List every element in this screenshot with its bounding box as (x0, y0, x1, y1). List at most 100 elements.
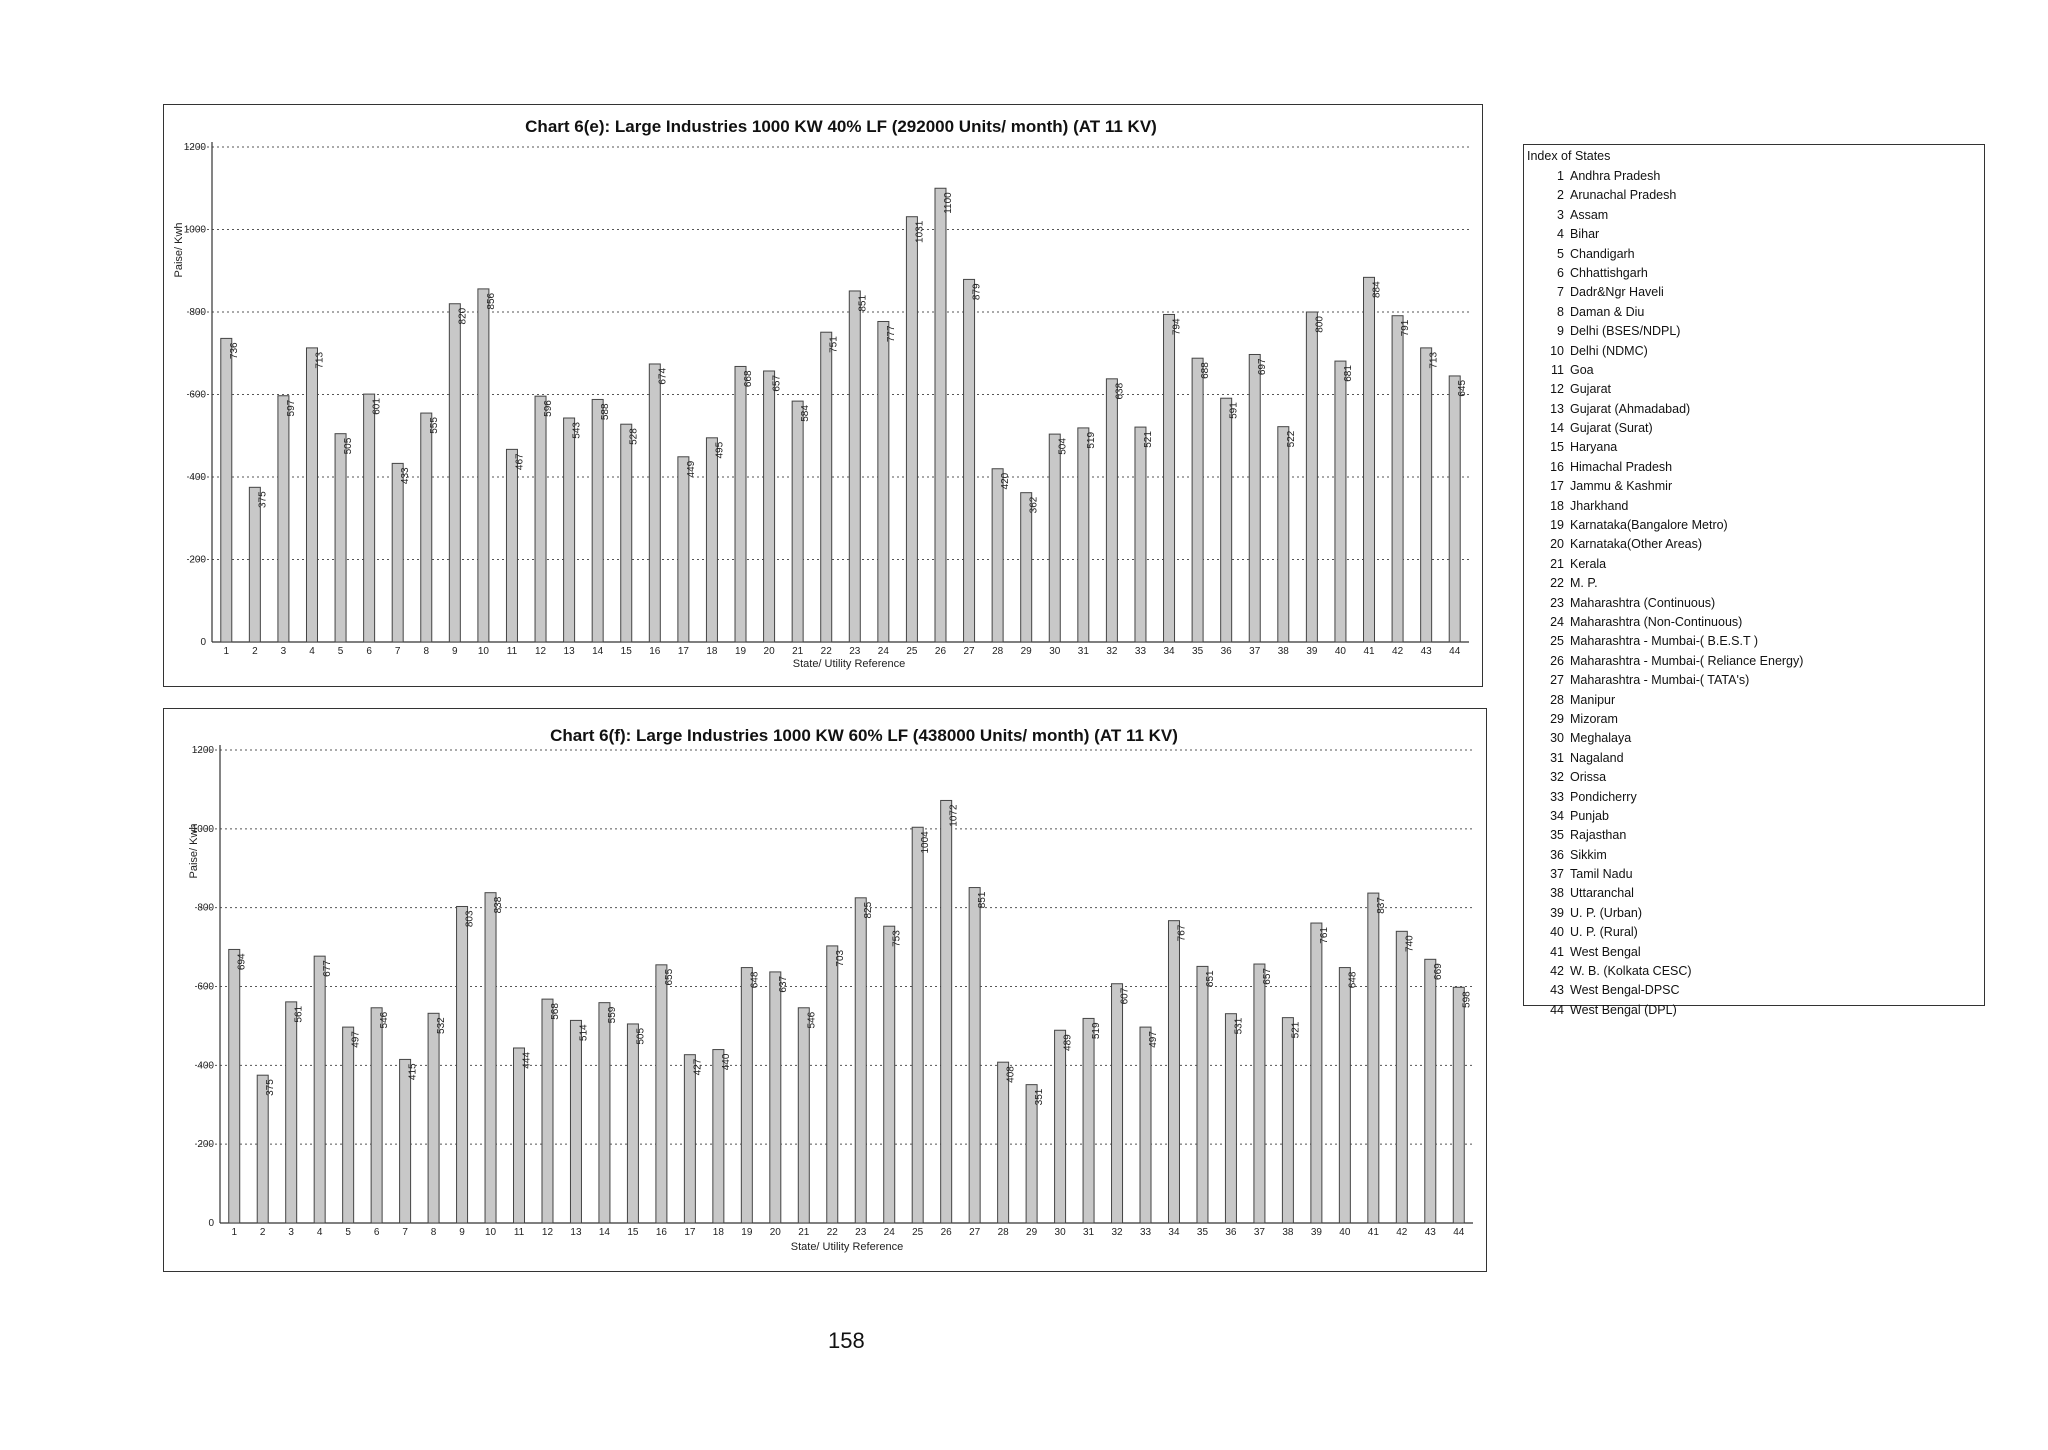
data-label: 713 (1429, 351, 1440, 368)
x-tick-label: 6 (366, 646, 372, 657)
data-label: 820 (457, 307, 468, 324)
data-label: 546 (379, 1011, 390, 1028)
x-tick-label: 5 (345, 1227, 351, 1238)
data-label: 559 (607, 1006, 618, 1023)
x-tick-label: 4 (317, 1227, 323, 1238)
legend-item-name: Gujarat (Surat) (1570, 421, 1653, 436)
x-tick-label: 7 (395, 646, 401, 657)
bar (534, 395, 547, 643)
legend-item-name: Rajasthan (1570, 828, 1627, 843)
x-tick-label: 28 (992, 646, 1004, 657)
bar (456, 905, 469, 1224)
legend-item-number: 44 (1550, 1002, 1564, 1017)
legend-item: 14 Gujarat (Surat) (1546, 419, 1803, 438)
bar (854, 897, 867, 1224)
x-axis-title: State/ Utility Reference (793, 658, 906, 670)
bar (1281, 1017, 1294, 1224)
x-tick-label: 31 (1083, 1227, 1095, 1238)
x-tick-label: 8 (431, 1227, 437, 1238)
data-label: 767 (1176, 924, 1187, 941)
x-tick-label: 4 (309, 646, 315, 657)
legend-item-name: Nagaland (1570, 750, 1624, 765)
x-tick-label: 18 (713, 1227, 725, 1238)
x-tick-label: 42 (1392, 646, 1404, 657)
data-label: 519 (1086, 431, 1097, 448)
data-label: 803 (465, 910, 476, 927)
data-label: 694 (237, 953, 248, 970)
legend-item: 5 Chandigarh (1546, 245, 1803, 264)
bar (1277, 426, 1290, 643)
legend-item-name: Chhattishgarh (1570, 265, 1648, 280)
x-tick-label: 44 (1453, 1227, 1465, 1238)
legend-item-number: 41 (1550, 944, 1564, 959)
data-label: 777 (886, 325, 897, 342)
page-number: 158 (828, 1328, 865, 1353)
legend-item: 42 W. B. (Kolkata CESC) (1546, 962, 1803, 981)
data-label: 651 (1205, 970, 1216, 987)
data-label: 753 (892, 930, 903, 947)
legend-item-number: 5 (1557, 246, 1564, 261)
legend-item-number: 13 (1550, 401, 1564, 416)
data-label: 415 (408, 1063, 419, 1080)
legend-item: 15 Haryana (1546, 438, 1803, 457)
bar (905, 216, 918, 643)
x-tick-label: 10 (485, 1227, 497, 1238)
x-tick-label: 30 (1055, 1227, 1067, 1238)
legend-item-name: Andhra Pradesh (1570, 169, 1661, 183)
bar (797, 1007, 810, 1224)
bar (740, 967, 753, 1224)
legend-item-number: 30 (1550, 731, 1564, 746)
bar (1191, 357, 1204, 643)
data-label: 879 (972, 283, 983, 300)
legend-item-number: 8 (1557, 304, 1564, 319)
bar (769, 971, 782, 1224)
bar (1163, 313, 1176, 643)
legend-item-number: 18 (1550, 498, 1564, 513)
x-tick-label: 19 (741, 1227, 753, 1238)
bar (391, 462, 404, 643)
bar (1224, 1013, 1237, 1224)
bar (1077, 427, 1090, 643)
legend-item-number: 1 (1557, 169, 1564, 183)
bar (228, 948, 241, 1224)
x-tick-label: 11 (507, 646, 518, 657)
data-label: 495 (714, 441, 725, 458)
x-tick-label: 16 (649, 646, 661, 657)
legend-item: 6 Chhattishgarh (1546, 264, 1803, 283)
chart-6f: Chart 6(f): Large Industries 1000 KW 60%… (163, 708, 1487, 1272)
bar (763, 370, 776, 643)
x-tick-label: 19 (735, 646, 747, 657)
data-label: 668 (743, 370, 754, 387)
x-tick-label: 38 (1278, 646, 1290, 657)
bar (1220, 397, 1233, 643)
bar (826, 945, 839, 1224)
data-label: 677 (322, 960, 333, 977)
bar (705, 437, 718, 643)
bar (1363, 276, 1376, 643)
legend-item-name: Gujarat (1570, 382, 1611, 397)
bar (1248, 353, 1261, 643)
data-label: 851 (977, 891, 988, 908)
state-index-legend: Index of States 1 Andhra Pradesh 2 Arunacha… (1523, 144, 1985, 1017)
data-label: 761 (1319, 927, 1330, 944)
data-label: 825 (863, 901, 874, 918)
data-label: 657 (772, 375, 783, 392)
bar (1305, 311, 1318, 643)
y-tick-label: 0 (200, 637, 206, 648)
legend-item-number: 40 (1550, 925, 1564, 940)
legend-item: 24 Maharashtra (Non-Continuous) (1546, 613, 1803, 632)
legend-item-name: Delhi (NDMC) (1570, 343, 1648, 358)
legend-item: 32 Orissa (1546, 768, 1803, 787)
bar (626, 1023, 639, 1224)
legend-item-name: W. B. (Kolkata CESC) (1570, 964, 1692, 979)
data-label: 489 (1063, 1034, 1074, 1051)
x-tick-label: 9 (459, 1227, 465, 1238)
chart-6f-svg: Chart 6(f): Large Industries 1000 KW 60%… (188, 726, 1473, 1253)
x-tick-label: 21 (798, 1227, 810, 1238)
x-tick-label: 18 (706, 646, 718, 657)
legend-item: 43 West Bengal-DPSC (1546, 981, 1803, 1000)
data-label: 1031 (914, 220, 925, 243)
data-label: 519 (1091, 1022, 1102, 1039)
bar (648, 363, 661, 643)
data-label: 504 (1057, 438, 1068, 455)
